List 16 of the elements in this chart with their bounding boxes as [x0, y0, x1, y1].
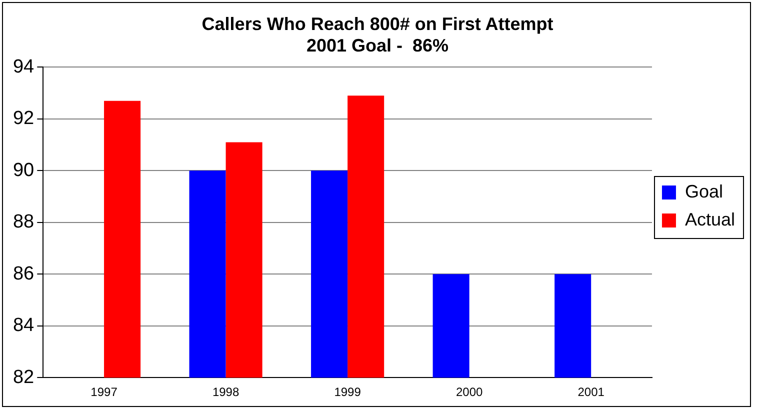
y-tick-label: 94 [12, 56, 35, 78]
y-tick-label: 92 [12, 108, 34, 130]
y-tick-label: 90 [12, 160, 34, 181]
x-tick-label: 2001 [578, 385, 605, 400]
y-tick-label: 82 [12, 366, 34, 388]
x-tick-label: 2000 [456, 385, 483, 400]
legend-label: Goal [684, 181, 724, 202]
y-tick-label: 84 [12, 315, 35, 336]
x-tick-label: 1998 [212, 385, 240, 400]
y-tick-label: 88 [12, 212, 34, 233]
legend-label: Actual [684, 209, 736, 230]
x-tick-label: 1997 [90, 385, 118, 400]
text: Callers Who Reach 800# on First Attempt [202, 14, 554, 34]
x-tick-label: 1999 [334, 385, 362, 400]
text: 2001 Goal - 86% [306, 35, 449, 56]
y-tick-label: 86 [12, 263, 34, 284]
